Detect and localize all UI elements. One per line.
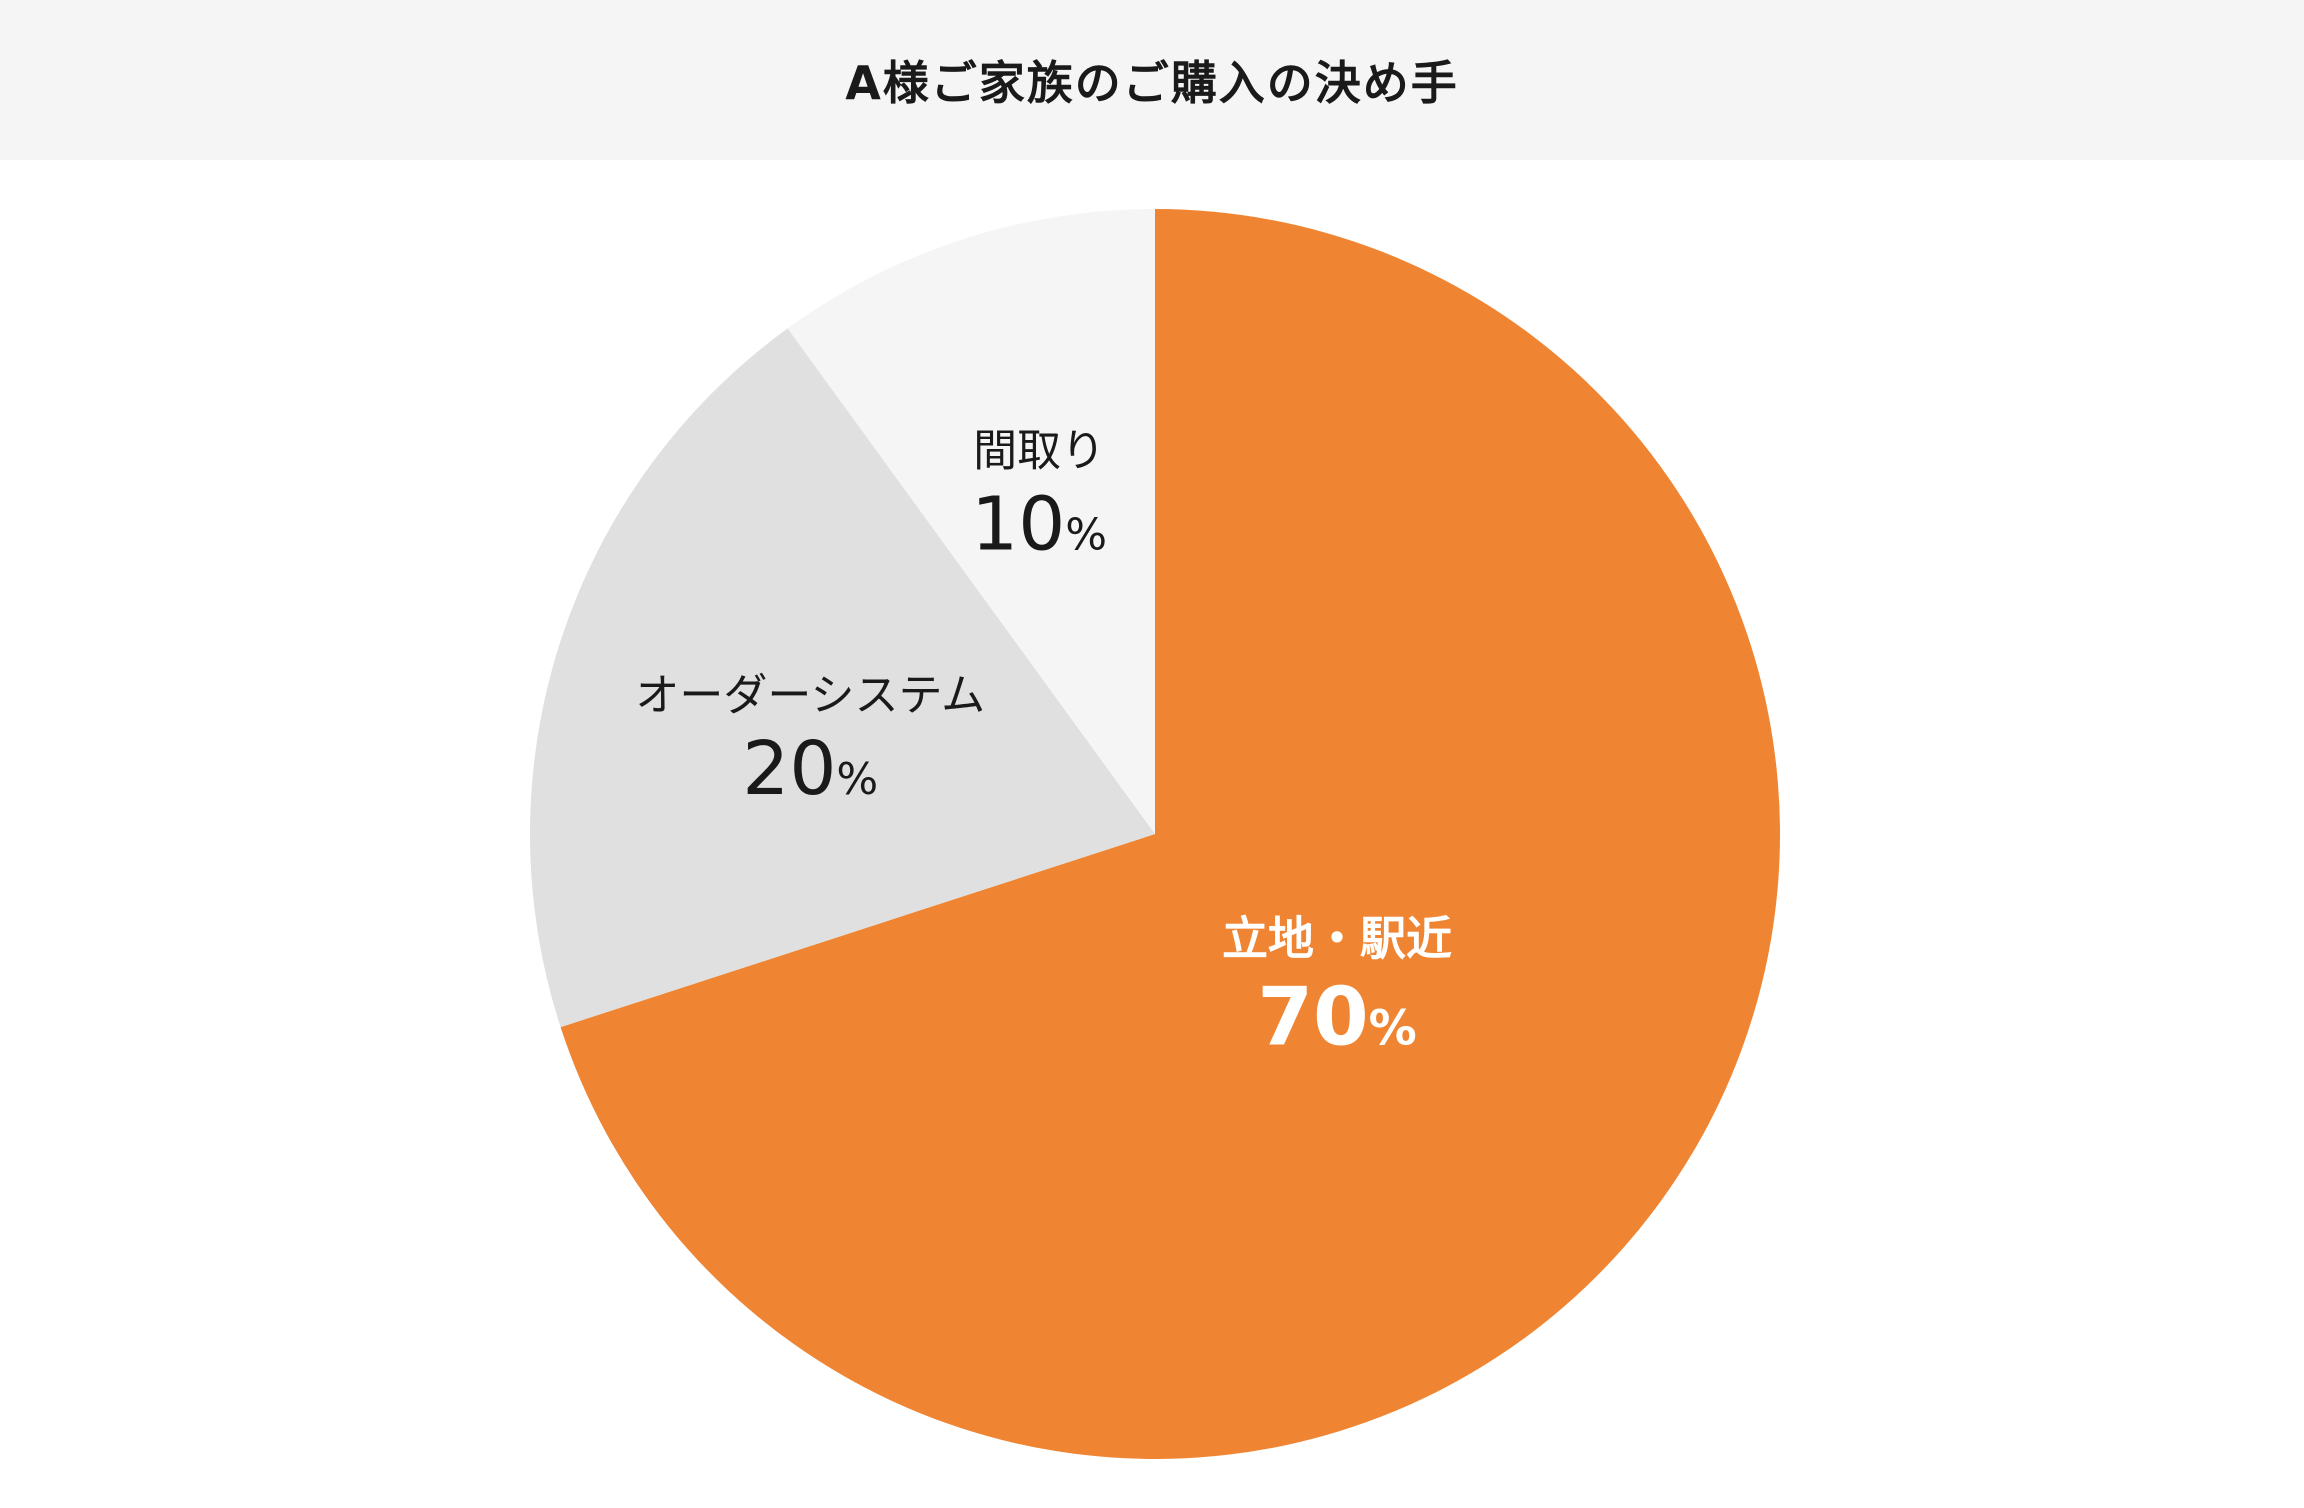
slice-label-floor-plan: 間取り — [973, 425, 1105, 476]
pie-slice-order-system — [529, 328, 1155, 1028]
pie-slices — [529, 209, 1781, 1460]
slice-value-location-station: 70% — [1257, 970, 1416, 1063]
slice-label-order-system: オーダーシステム — [635, 670, 985, 721]
chart-title: A様ご家族のご購入の決め手 — [845, 56, 1459, 110]
slice-value-floor-plan: 10% — [971, 481, 1107, 567]
pie-slice-location-station — [560, 209, 1781, 1460]
title-bar: A様ご家族のご購入の決め手 — [0, 0, 2304, 160]
slice-label-location-station: 立地・駅近 — [1222, 911, 1452, 965]
pie-slice-floor-plan — [787, 209, 1155, 834]
slice-value-order-system: 20% — [742, 726, 878, 812]
